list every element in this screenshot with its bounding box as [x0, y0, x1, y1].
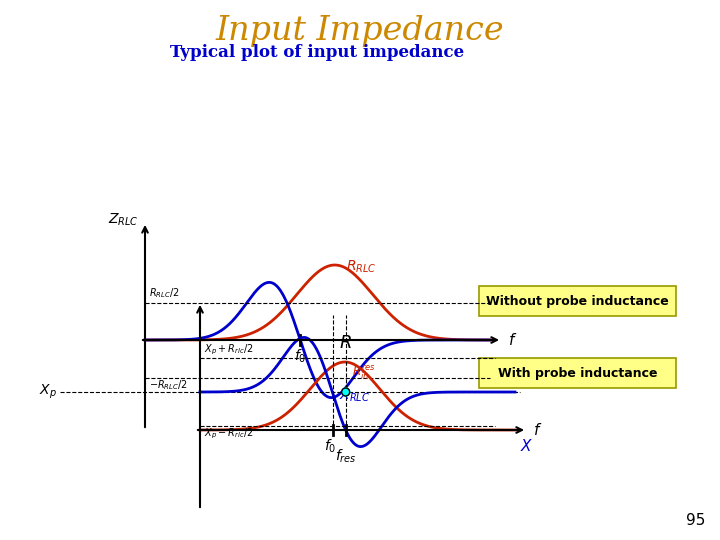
- FancyBboxPatch shape: [479, 286, 676, 316]
- Text: $f$: $f$: [533, 422, 542, 438]
- Text: $Z_{RLC}$: $Z_{RLC}$: [108, 212, 139, 228]
- Text: $X_p$: $X_p$: [39, 383, 57, 401]
- Circle shape: [342, 388, 350, 396]
- Text: $f_{res}$: $f_{res}$: [335, 448, 356, 465]
- Text: $f$: $f$: [508, 332, 517, 348]
- Text: 95: 95: [685, 513, 705, 528]
- Text: $R$: $R$: [338, 334, 351, 352]
- Text: $X_p - R_{rlc}/2$: $X_p - R_{rlc}/2$: [204, 427, 253, 441]
- Text: $X_{RLC}$: $X_{RLC}$: [339, 387, 370, 404]
- Text: $f_0$: $f_0$: [294, 348, 306, 366]
- FancyBboxPatch shape: [479, 358, 676, 388]
- Text: $f_0$: $f_0$: [324, 438, 337, 455]
- Text: $X_p + R_{rlc}/2$: $X_p + R_{rlc}/2$: [204, 342, 253, 357]
- Text: Without probe inductance: Without probe inductance: [486, 294, 669, 307]
- Text: $X$: $X$: [520, 438, 534, 454]
- Text: With probe inductance: With probe inductance: [498, 367, 657, 380]
- Text: $R^{res}_{in}$: $R^{res}_{in}$: [351, 364, 375, 382]
- Text: Typical plot of input impedance: Typical plot of input impedance: [170, 44, 464, 61]
- Text: $-R_{RLC}/2$: $-R_{RLC}/2$: [149, 379, 188, 392]
- Text: Input Impedance: Input Impedance: [216, 15, 504, 47]
- Text: $R_{RLC}$: $R_{RLC}$: [346, 259, 377, 275]
- Text: $R_{RLC}/2$: $R_{RLC}/2$: [149, 287, 179, 300]
